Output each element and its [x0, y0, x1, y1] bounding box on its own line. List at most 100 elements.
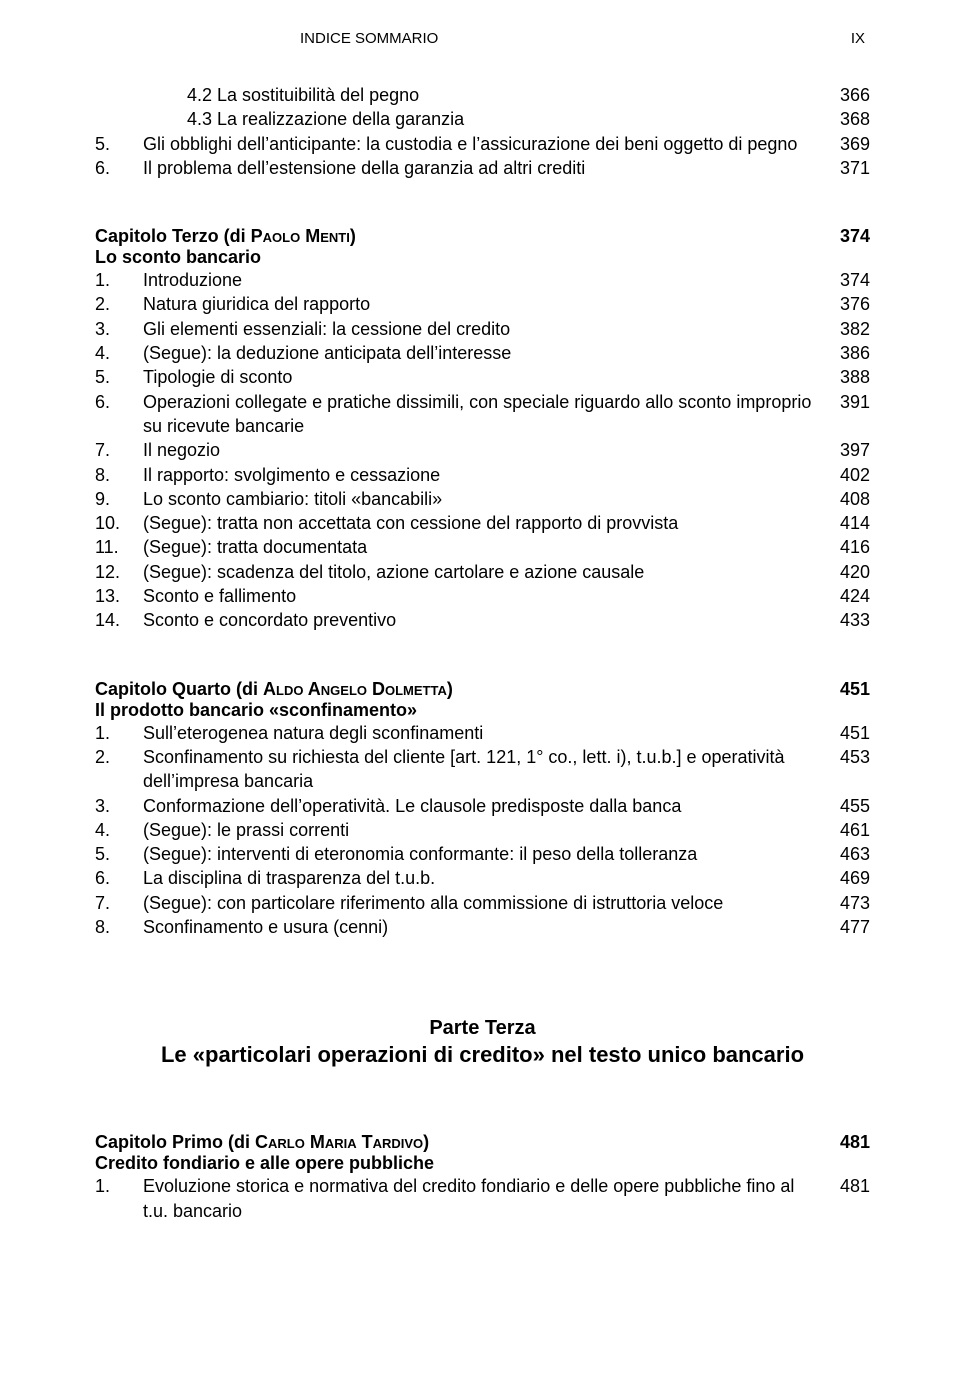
- toc-text: Lo sconto cambiario: titoli «bancabili»: [143, 487, 830, 511]
- toc-row: 7.Il negozio397: [95, 438, 870, 462]
- toc-text: Sull’eterogenea natura degli sconfinamen…: [143, 721, 830, 745]
- running-header: INDICE SOMMARIO IX: [95, 30, 870, 47]
- toc-num: 14.: [95, 608, 143, 632]
- toc-items: 1.Introduzione3742.Natura giuridica del …: [95, 268, 870, 632]
- toc-text: Sconfinamento su richiesta del cliente […: [143, 745, 830, 794]
- toc-page: 376: [830, 292, 870, 316]
- toc-page: 369: [830, 132, 870, 156]
- toc-text: Sconfinamento e usura (cenni): [143, 915, 830, 939]
- toc-row: 14.Sconto e concordato preventivo433: [95, 608, 870, 632]
- toc-num: 1.: [95, 721, 143, 745]
- toc-text: (Segue): tratta documentata: [143, 535, 830, 559]
- toc-row: 5.Tipologie di sconto388: [95, 365, 870, 389]
- toc-page: 386: [830, 341, 870, 365]
- chapter-quarto: Capitolo Quarto (di Aldo Angelo Dolmetta…: [95, 655, 870, 940]
- toc-row: 4.3 La realizzazione della garanzia368: [95, 107, 870, 131]
- toc-text: (Segue): con particolare riferimento all…: [143, 891, 830, 915]
- toc-page: 414: [830, 511, 870, 535]
- toc-num: 8.: [95, 915, 143, 939]
- toc-page: 408: [830, 487, 870, 511]
- toc-page: 453: [830, 745, 870, 769]
- chapter-subtitle: Lo sconto bancario: [95, 247, 870, 268]
- toc-text: (Segue): le prassi correnti: [143, 818, 830, 842]
- toc-row: 13.Sconto e fallimento424: [95, 584, 870, 608]
- toc-num: 7.: [95, 891, 143, 915]
- toc-page: 371: [830, 156, 870, 180]
- toc-row: 5.Gli obblighi dell’anticipante: la cust…: [95, 132, 870, 156]
- toc-row: 2.Sconfinamento su richiesta del cliente…: [95, 745, 870, 794]
- toc-row: 4.2 La sostituibilità del pegno366: [95, 83, 870, 107]
- toc-page: 455: [830, 794, 870, 818]
- toc-row: 6.Operazioni collegate e pratiche dissim…: [95, 390, 870, 439]
- toc-num: 4.: [95, 341, 143, 365]
- chapter-page: 481: [830, 1132, 870, 1153]
- toc-page: 433: [830, 608, 870, 632]
- toc-text: Il rapporto: svolgimento e cessazione: [143, 463, 830, 487]
- toc-row: 1.Evoluzione storica e normativa del cre…: [95, 1174, 870, 1223]
- chapter-title: Capitolo Terzo (di Paolo Menti): [95, 226, 356, 247]
- toc-row: 6.Il problema dell’estensione della gara…: [95, 156, 870, 180]
- toc-num: 12.: [95, 560, 143, 584]
- toc-num: 5.: [95, 842, 143, 866]
- toc-page: 402: [830, 463, 870, 487]
- chapter-subtitle: Credito fondiario e alle opere pubbliche: [95, 1153, 870, 1174]
- toc-page: 477: [830, 915, 870, 939]
- toc-num: 6.: [95, 156, 143, 180]
- toc-num: 13.: [95, 584, 143, 608]
- toc-row: 8.Sconfinamento e usura (cenni)477: [95, 915, 870, 939]
- toc-num: 4.: [95, 818, 143, 842]
- chapter-primo: Capitolo Primo (di Carlo Maria Tardivo) …: [95, 1108, 870, 1223]
- part-subtitle: Le «particolari operazioni di credito» n…: [95, 1042, 870, 1068]
- toc-text: Conformazione dell’operatività. Le claus…: [143, 794, 830, 818]
- toc-page: 424: [830, 584, 870, 608]
- page: INDICE SOMMARIO IX 4.2 La sostituibilità…: [0, 0, 960, 1399]
- toc-text: La disciplina di trasparenza del t.u.b.: [143, 866, 830, 890]
- toc-row: 10.(Segue): tratta non accettata con ces…: [95, 511, 870, 535]
- toc-page: 469: [830, 866, 870, 890]
- toc-row: 4.(Segue): le prassi correnti461: [95, 818, 870, 842]
- toc-text: Natura giuridica del rapporto: [143, 292, 830, 316]
- toc-page: 481: [830, 1174, 870, 1198]
- toc-num: 7.: [95, 438, 143, 462]
- toc-text: Il problema dell’estensione della garanz…: [143, 156, 830, 180]
- toc-row: 1.Introduzione374: [95, 268, 870, 292]
- toc-row: 6.La disciplina di trasparenza del t.u.b…: [95, 866, 870, 890]
- toc-text: 4.2 La sostituibilità del pegno: [143, 83, 830, 107]
- toc-num: 1.: [95, 268, 143, 292]
- toc-num: 9.: [95, 487, 143, 511]
- toc-text: Evoluzione storica e normativa del credi…: [143, 1174, 830, 1223]
- toc-page: 397: [830, 438, 870, 462]
- toc-row: 1.Sull’eterogenea natura degli sconfinam…: [95, 721, 870, 745]
- toc-row: 8.Il rapporto: svolgimento e cessazione4…: [95, 463, 870, 487]
- toc-items: 1.Evoluzione storica e normativa del cre…: [95, 1174, 870, 1223]
- toc-num: 5.: [95, 132, 143, 156]
- toc-block-continuation: 4.2 La sostituibilità del pegno3664.3 La…: [95, 83, 870, 180]
- part-title: Parte Terza: [95, 1017, 870, 1040]
- chapter-page: 374: [830, 226, 870, 247]
- toc-row: 3.Gli elementi essenziali: la cessione d…: [95, 317, 870, 341]
- toc-row: 3.Conformazione dell’operatività. Le cla…: [95, 794, 870, 818]
- toc-page: 461: [830, 818, 870, 842]
- toc-page: 473: [830, 891, 870, 915]
- toc-page: 451: [830, 721, 870, 745]
- toc-text: (Segue): tratta non accettata con cessio…: [143, 511, 830, 535]
- toc-text: Gli elementi essenziali: la cessione del…: [143, 317, 830, 341]
- toc-num: 3.: [95, 317, 143, 341]
- toc-text: 4.3 La realizzazione della garanzia: [143, 107, 830, 131]
- toc-num: 1.: [95, 1174, 143, 1198]
- header-title: INDICE SOMMARIO: [300, 30, 438, 47]
- toc-row: 5.(Segue): interventi di eteronomia conf…: [95, 842, 870, 866]
- toc-page: 420: [830, 560, 870, 584]
- toc-page: 463: [830, 842, 870, 866]
- toc-text: Gli obblighi dell’anticipante: la custod…: [143, 132, 830, 156]
- toc-text: Tipologie di sconto: [143, 365, 830, 389]
- toc-page: 374: [830, 268, 870, 292]
- toc-page: 388: [830, 365, 870, 389]
- toc-num: 3.: [95, 794, 143, 818]
- toc-text: (Segue): scadenza del titolo, azione car…: [143, 560, 830, 584]
- toc-num: 6.: [95, 390, 143, 414]
- toc-num: 2.: [95, 292, 143, 316]
- toc-num: 11.: [95, 535, 143, 559]
- toc-row: 4.(Segue): la deduzione anticipata dell’…: [95, 341, 870, 365]
- toc-num: 8.: [95, 463, 143, 487]
